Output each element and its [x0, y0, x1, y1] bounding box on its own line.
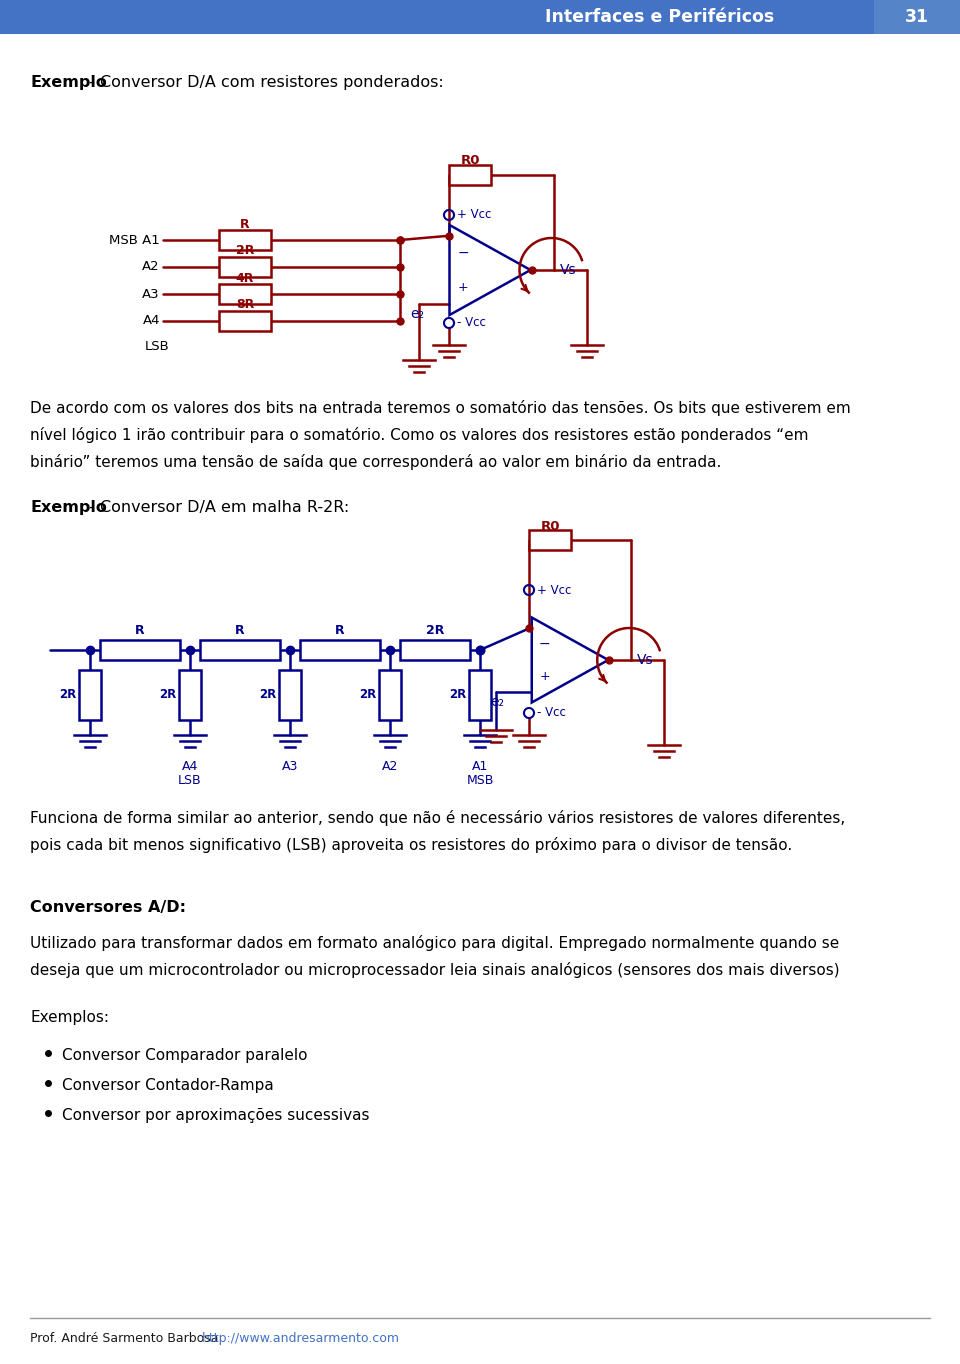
Text: −: −: [539, 637, 550, 651]
Bar: [379, 670, 401, 720]
Text: Interfaces e Periféricos: Interfaces e Periféricos: [545, 8, 775, 26]
Text: Prof. André Sarmento Barbosa: Prof. André Sarmento Barbosa: [30, 1333, 219, 1345]
Text: Conversor por aproximações sucessivas: Conversor por aproximações sucessivas: [62, 1108, 370, 1123]
Text: R0: R0: [540, 520, 560, 532]
Text: 2R: 2R: [59, 689, 76, 701]
Text: R: R: [240, 217, 250, 231]
Text: nível lógico 1 irão contribuir para o somatório. Como os valores dos resistores : nível lógico 1 irão contribuir para o so…: [30, 427, 808, 443]
Bar: [79, 670, 101, 720]
Bar: [874, 0, 960, 34]
Bar: [179, 670, 201, 720]
Text: +: +: [458, 281, 468, 293]
Text: Conversor Contador-Rampa: Conversor Contador-Rampa: [62, 1078, 274, 1093]
Bar: [449, 165, 491, 186]
Text: e₂: e₂: [410, 307, 424, 321]
Text: Utilizado para transformar dados em formato analógico para digital. Empregado no: Utilizado para transformar dados em form…: [30, 934, 839, 951]
Text: e₂: e₂: [490, 696, 504, 709]
Text: pois cada bit menos significativo (LSB) aproveita os resistores do próximo para : pois cada bit menos significativo (LSB) …: [30, 837, 792, 852]
Text: A3: A3: [282, 760, 299, 773]
Bar: [279, 670, 301, 720]
Text: −: −: [457, 246, 468, 261]
Bar: [529, 531, 571, 550]
Text: - Conversor D/A em malha R-2R:: - Conversor D/A em malha R-2R:: [84, 501, 349, 516]
Text: R: R: [335, 623, 345, 637]
Text: Exemplo: Exemplo: [30, 75, 107, 90]
Text: Exemplos:: Exemplos:: [30, 1009, 109, 1024]
Bar: [200, 640, 280, 660]
Text: 2R: 2R: [359, 689, 376, 701]
Text: 8R: 8R: [236, 299, 254, 311]
Text: + Vcc: + Vcc: [537, 584, 571, 596]
Text: deseja que um microcontrolador ou microprocessador leia sinais analógicos (senso: deseja que um microcontrolador ou microp…: [30, 962, 840, 978]
Text: R0: R0: [460, 154, 480, 168]
Text: A1: A1: [471, 760, 489, 773]
Text: 2R: 2R: [158, 689, 176, 701]
Text: binário” teremos uma tensão de saída que corresponderá ao valor em binário da en: binário” teremos uma tensão de saída que…: [30, 454, 721, 471]
Text: R: R: [135, 623, 145, 637]
Text: Vs: Vs: [560, 263, 576, 277]
Text: + Vcc: + Vcc: [457, 209, 492, 221]
Bar: [0, 0, 960, 34]
Bar: [400, 640, 470, 660]
Text: - Vcc: - Vcc: [457, 316, 486, 330]
Bar: [219, 284, 271, 304]
Bar: [219, 231, 271, 250]
Text: De acordo com os valores dos bits na entrada teremos o somatório das tensões. Os: De acordo com os valores dos bits na ent…: [30, 400, 851, 416]
Text: +: +: [540, 670, 550, 682]
Text: Vs: Vs: [637, 653, 654, 667]
Text: 2R: 2R: [448, 689, 466, 701]
Bar: [100, 640, 180, 660]
Text: http://www.andresarmento.com: http://www.andresarmento.com: [202, 1333, 400, 1345]
Text: A2: A2: [382, 760, 398, 773]
Bar: [469, 670, 491, 720]
Text: - Vcc: - Vcc: [537, 707, 565, 719]
Text: R: R: [235, 623, 245, 637]
Text: A2: A2: [142, 261, 160, 274]
Bar: [300, 640, 380, 660]
Text: Conversor Comparador paralelo: Conversor Comparador paralelo: [62, 1048, 307, 1063]
Text: 2R: 2R: [236, 244, 254, 258]
Text: - Conversor D/A com resistores ponderados:: - Conversor D/A com resistores ponderado…: [84, 75, 444, 90]
Text: Exemplo: Exemplo: [30, 501, 107, 516]
Text: LSB: LSB: [179, 773, 202, 787]
Text: A3: A3: [142, 288, 160, 300]
Text: Funciona de forma similar ao anterior, sendo que não é necessário vários resisto: Funciona de forma similar ao anterior, s…: [30, 810, 845, 827]
Text: 4R: 4R: [236, 271, 254, 285]
Text: 2R: 2R: [259, 689, 276, 701]
Bar: [219, 256, 271, 277]
Text: LSB: LSB: [145, 340, 170, 353]
Text: 31: 31: [905, 8, 929, 26]
Text: A4: A4: [142, 315, 160, 327]
Bar: [219, 311, 271, 331]
Text: MSB: MSB: [467, 773, 493, 787]
Text: 2R: 2R: [426, 623, 444, 637]
Text: Conversores A/D:: Conversores A/D:: [30, 900, 186, 915]
Text: MSB A1: MSB A1: [109, 233, 160, 247]
Text: A4: A4: [181, 760, 198, 773]
